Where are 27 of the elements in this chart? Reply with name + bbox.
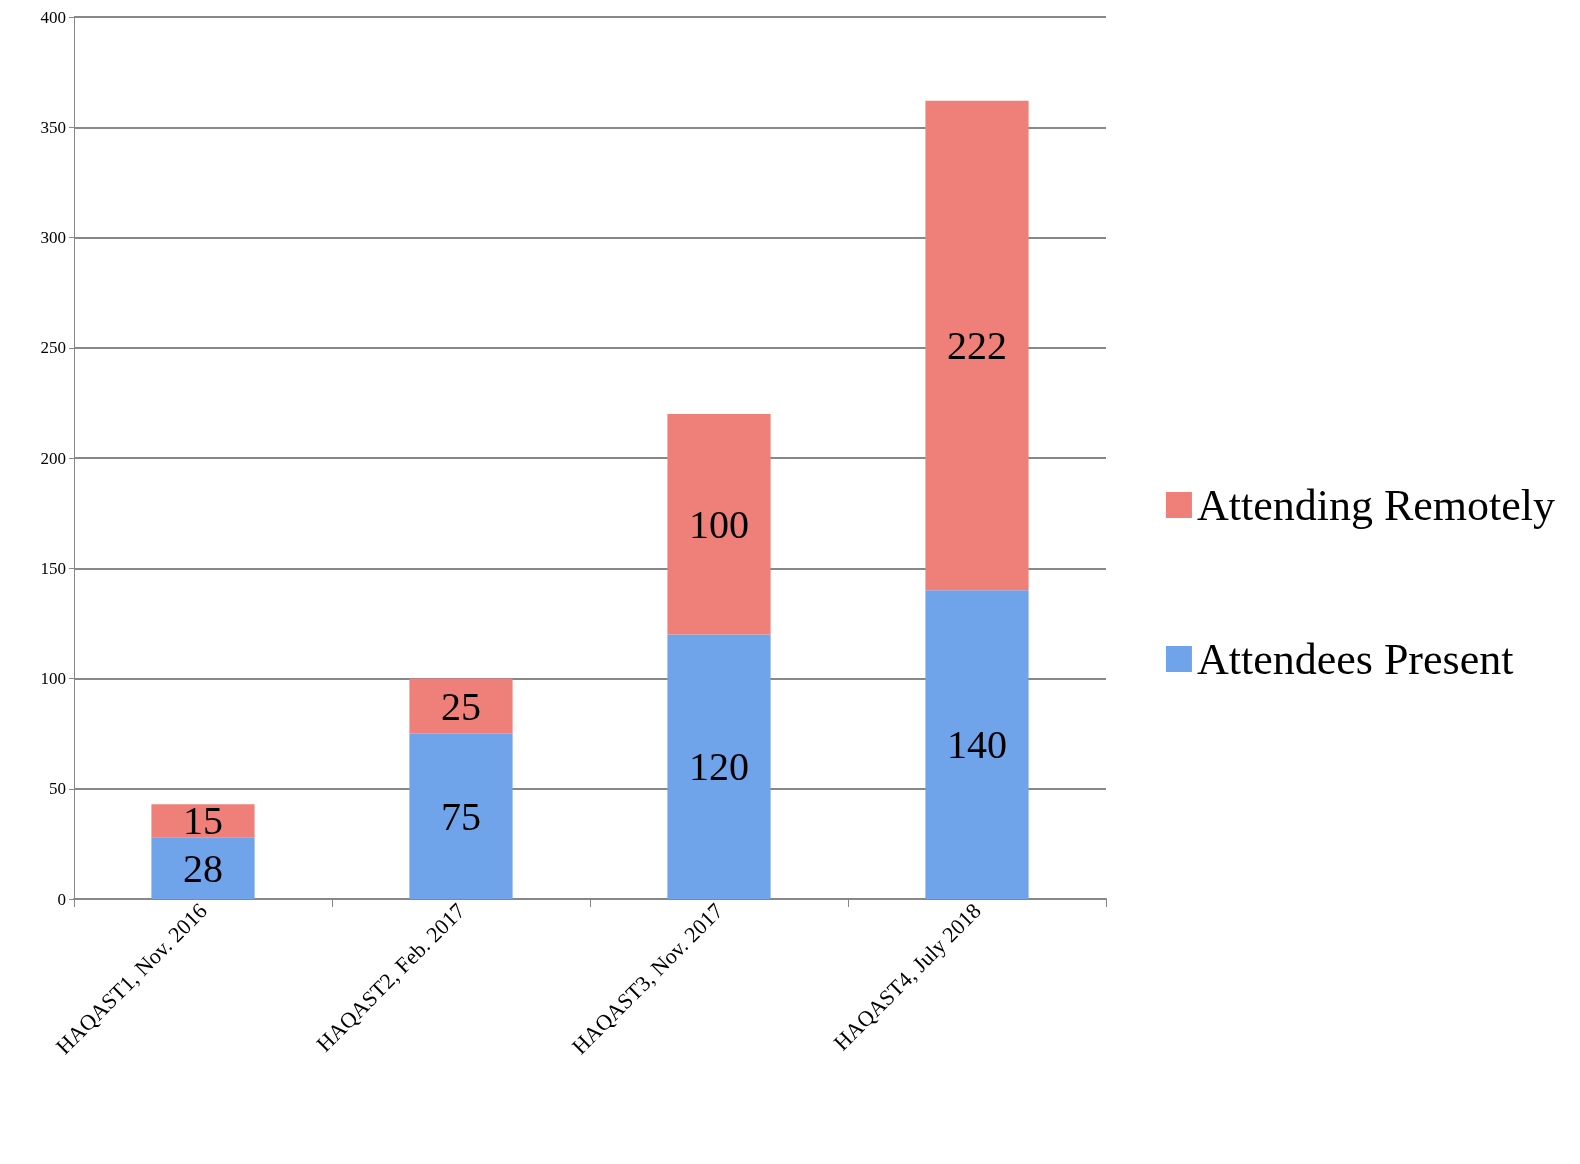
data-label: 222 xyxy=(947,323,1007,369)
data-label: 100 xyxy=(689,501,749,547)
y-tick-label: 300 xyxy=(40,228,66,247)
data-label: 28 xyxy=(183,845,223,891)
legend-label: Attendees Present xyxy=(1196,634,1514,684)
y-tick-label: 50 xyxy=(49,779,66,799)
y-tick-label: 400 xyxy=(40,7,66,27)
bar xyxy=(667,634,771,899)
data-label: 15 xyxy=(183,798,223,844)
y-tick-label: 250 xyxy=(40,338,66,358)
y-tick-label: 100 xyxy=(40,669,66,688)
bar xyxy=(925,100,1029,591)
data-label: 25 xyxy=(441,683,481,729)
y-tick-label: 350 xyxy=(40,117,66,137)
y-tick-label: 0 xyxy=(57,889,66,909)
y-tick-label: 150 xyxy=(40,558,66,578)
y-tick-label: 200 xyxy=(40,448,66,468)
data-label: 75 xyxy=(441,793,481,839)
bar xyxy=(151,837,255,899)
legend-label: Attending Remotely xyxy=(1196,480,1555,530)
bar xyxy=(409,733,513,899)
data-label: 120 xyxy=(689,744,749,790)
bar xyxy=(667,413,771,635)
bar xyxy=(925,590,1029,899)
bar xyxy=(151,804,255,838)
data-label: 140 xyxy=(947,722,1007,768)
bar xyxy=(409,678,513,734)
